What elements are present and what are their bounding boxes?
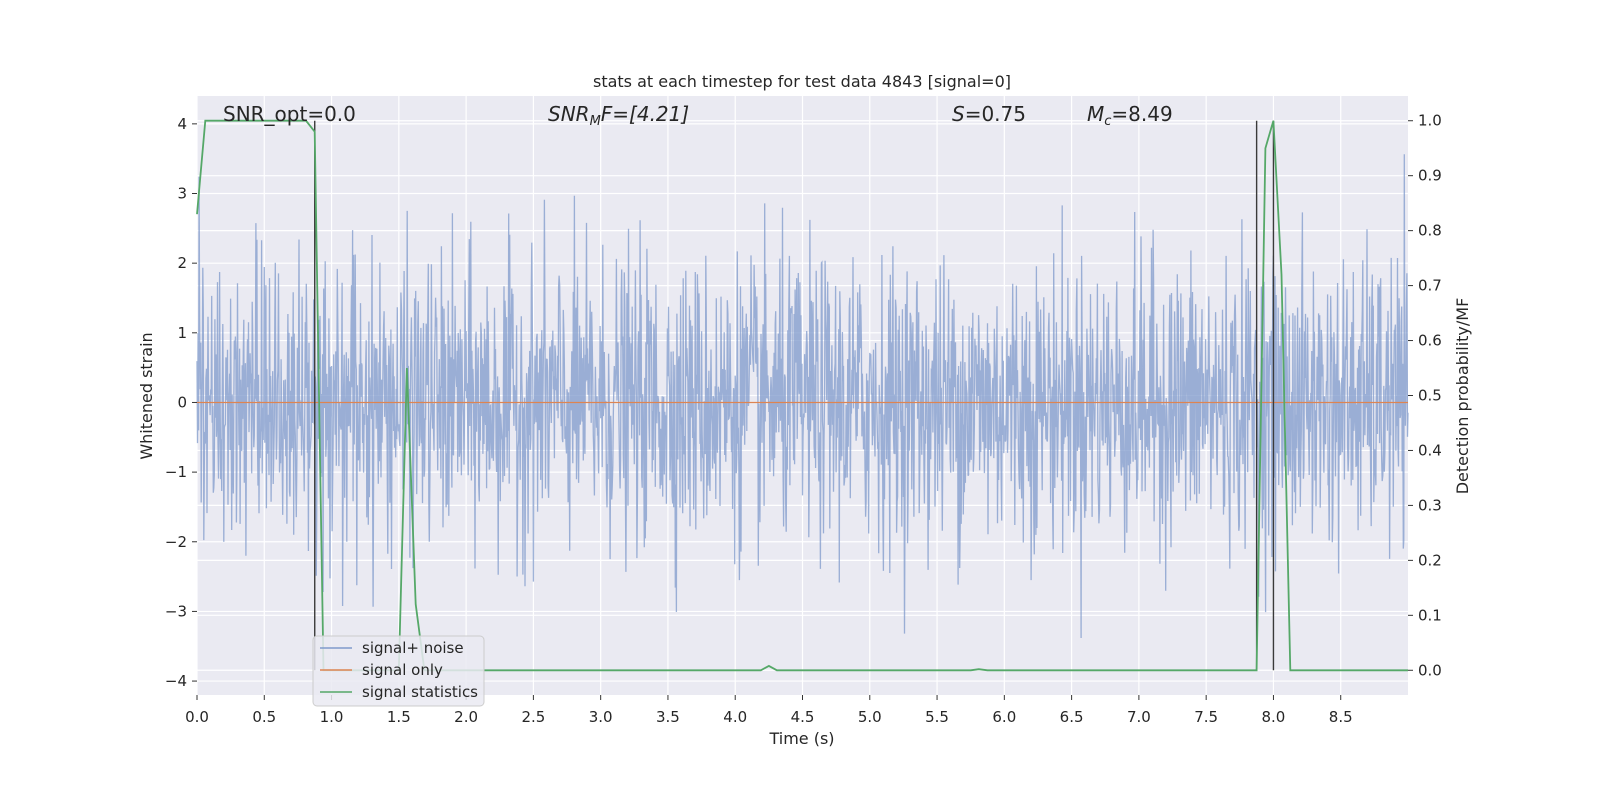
- legend-label-noise: signal+ noise: [362, 639, 464, 657]
- y-right-tick-label: 0.1: [1418, 606, 1442, 624]
- y-right-tick-label: 0.0: [1418, 661, 1442, 679]
- y-right-tick-label: 0.2: [1418, 551, 1442, 569]
- y-left-tick-label: 2: [177, 254, 187, 272]
- x-tick-label: 7.0: [1127, 708, 1151, 726]
- snr-opt-annotation: SNR_opt=0.0: [223, 102, 356, 126]
- x-tick-label: 0.5: [252, 708, 276, 726]
- y-left-tick-label: −2: [165, 533, 187, 551]
- snr-mf-sub: M: [590, 114, 601, 129]
- x-tick-label: 3.5: [656, 708, 680, 726]
- series-line-signal-noise: [196, 154, 1409, 639]
- x-axis-ticks: 0.0 0.5 1.0 1.5 2.0 2.5 3.0 3.5 4.0 4.5 5.0 5.5 6.0 6…: [185, 695, 1353, 726]
- snr-mf-rest: F=[4.21]: [601, 102, 689, 126]
- series-line-signal-statistics: [196, 119, 1408, 672]
- x-tick-label: 5.5: [925, 708, 949, 726]
- mc-rest: =8.49: [1111, 102, 1172, 126]
- x-tick-label: 6.0: [992, 708, 1016, 726]
- y-right-tick-label: 1.0: [1418, 112, 1442, 130]
- x-tick-label: 1.5: [387, 708, 411, 726]
- signal-noise-series: [196, 154, 1409, 639]
- y-left-tick-label: 0: [177, 393, 187, 411]
- y-right-tick-label: 0.4: [1418, 441, 1442, 459]
- legend-box: [312, 635, 485, 707]
- x-tick-label: 6.5: [1060, 708, 1084, 726]
- y-right-tick-label: 0.7: [1418, 277, 1442, 295]
- y-left-tick-label: −4: [165, 672, 187, 690]
- x-tick-label: 1.0: [320, 708, 344, 726]
- chart-title: stats at each timestep for test data 484…: [593, 72, 1011, 91]
- y-axis-right-label: Detection probability/MF: [1453, 298, 1472, 495]
- snr-mf-main: SNR: [548, 102, 590, 126]
- y-left-tick-label: −1: [165, 463, 187, 481]
- y-left-tick-label: −3: [165, 602, 187, 620]
- y-right-tick-label: 0.5: [1418, 387, 1442, 405]
- x-tick-label: 7.5: [1194, 708, 1218, 726]
- vertical-markers: [314, 120, 1275, 671]
- mc-sub: c: [1104, 114, 1111, 129]
- y-axis-right-ticks: 1.0 0.9 0.8 0.7 0.6 0.5 0.4 0.3 0.2 0.1 0.0: [1408, 112, 1442, 679]
- y-left-tick-label: 4: [177, 115, 187, 133]
- y-axis-left-ticks: 4 3 2 1 0 −1 −2 −3 −4: [165, 115, 197, 690]
- x-tick-label: 4.5: [791, 708, 815, 726]
- y-left-tick-label: 3: [177, 185, 187, 203]
- y-left-tick-label: 1: [177, 324, 187, 342]
- legend-label-signal-only: signal only: [362, 661, 443, 679]
- y-right-tick-label: 0.6: [1418, 332, 1442, 350]
- snr-mf-annotation: SNRMF=[4.21]: [548, 102, 689, 129]
- x-tick-label: 8.5: [1329, 708, 1353, 726]
- y-axis-left-label: Whitened strain: [137, 332, 156, 459]
- x-tick-label: 0.0: [185, 708, 209, 726]
- x-tick-label: 8.0: [1262, 708, 1286, 726]
- x-axis-label: Time (s): [768, 729, 834, 748]
- x-tick-label: 5.0: [858, 708, 882, 726]
- s-rest: =0.75: [965, 102, 1026, 126]
- y-right-tick-label: 0.9: [1418, 167, 1442, 185]
- x-tick-label: 2.0: [454, 708, 478, 726]
- s-annotation: S=0.75: [952, 102, 1026, 126]
- y-right-tick-label: 0.3: [1418, 496, 1442, 514]
- mc-annotation: Mc=8.49: [1087, 102, 1173, 129]
- s-main: S: [952, 102, 965, 126]
- signal-statistics-series: [196, 119, 1408, 672]
- y-right-tick-label: 0.8: [1418, 222, 1442, 240]
- x-tick-label: 2.5: [521, 708, 545, 726]
- x-tick-label: 3.0: [589, 708, 613, 726]
- legend-label-statistics: signal statistics: [362, 683, 478, 701]
- x-tick-label: 4.0: [723, 708, 747, 726]
- mc-main: M: [1087, 102, 1104, 126]
- legend: signal+ noise signal only signal statist…: [312, 635, 485, 707]
